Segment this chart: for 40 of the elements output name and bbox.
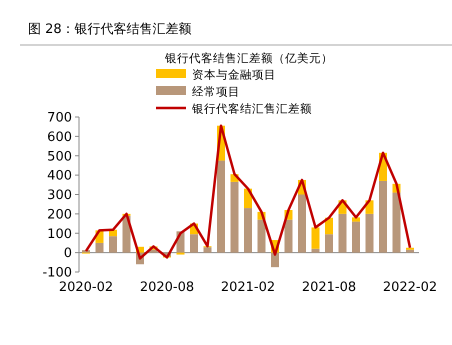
bar [109,236,117,253]
bar [379,180,387,253]
bar [352,222,360,253]
bar [338,214,346,253]
bar [392,192,400,253]
y-tick-label: -100 [42,266,72,280]
bar [258,220,266,253]
y-tick-label: 400 [47,168,72,184]
y-tick-label: 100 [47,226,72,242]
bar [96,242,104,253]
chart-subtitle: 银行代客结售汇差额（亿美元） [164,51,333,65]
y-tick-label: 600 [47,130,72,145]
x-tick-label: 2022-02 [382,280,438,295]
legend-label: 经常项目 [192,84,240,98]
bar [230,182,238,253]
x-tick-label: 2021-02 [220,280,276,295]
x-tick-label: 2021-08 [302,280,356,295]
legend-label: 资本与金融项目 [192,68,276,82]
bar [204,247,212,253]
bar [312,227,320,249]
y-tick-label: 700 [47,110,72,126]
bar [284,220,292,253]
y-tick-label: 500 [47,149,72,164]
bar [190,234,198,253]
bar [271,252,279,268]
bar [312,248,320,253]
bar [298,194,306,253]
legend-label: 银行代客结汇售汇差额 [191,102,312,116]
bar [406,250,414,253]
bar [217,160,225,253]
bar [244,208,252,253]
bar [366,214,374,253]
x-tick-label: 2020-02 [58,280,114,295]
x-tick-label: 2020-08 [140,280,194,295]
y-tick-label: 200 [47,207,72,222]
y-tick-label: 0 [64,246,72,262]
chart-title: 图 28：银行代客结售汇差额 [28,21,192,37]
y-tick-label: 300 [47,188,72,203]
line-series [84,124,412,260]
bar [325,234,333,253]
